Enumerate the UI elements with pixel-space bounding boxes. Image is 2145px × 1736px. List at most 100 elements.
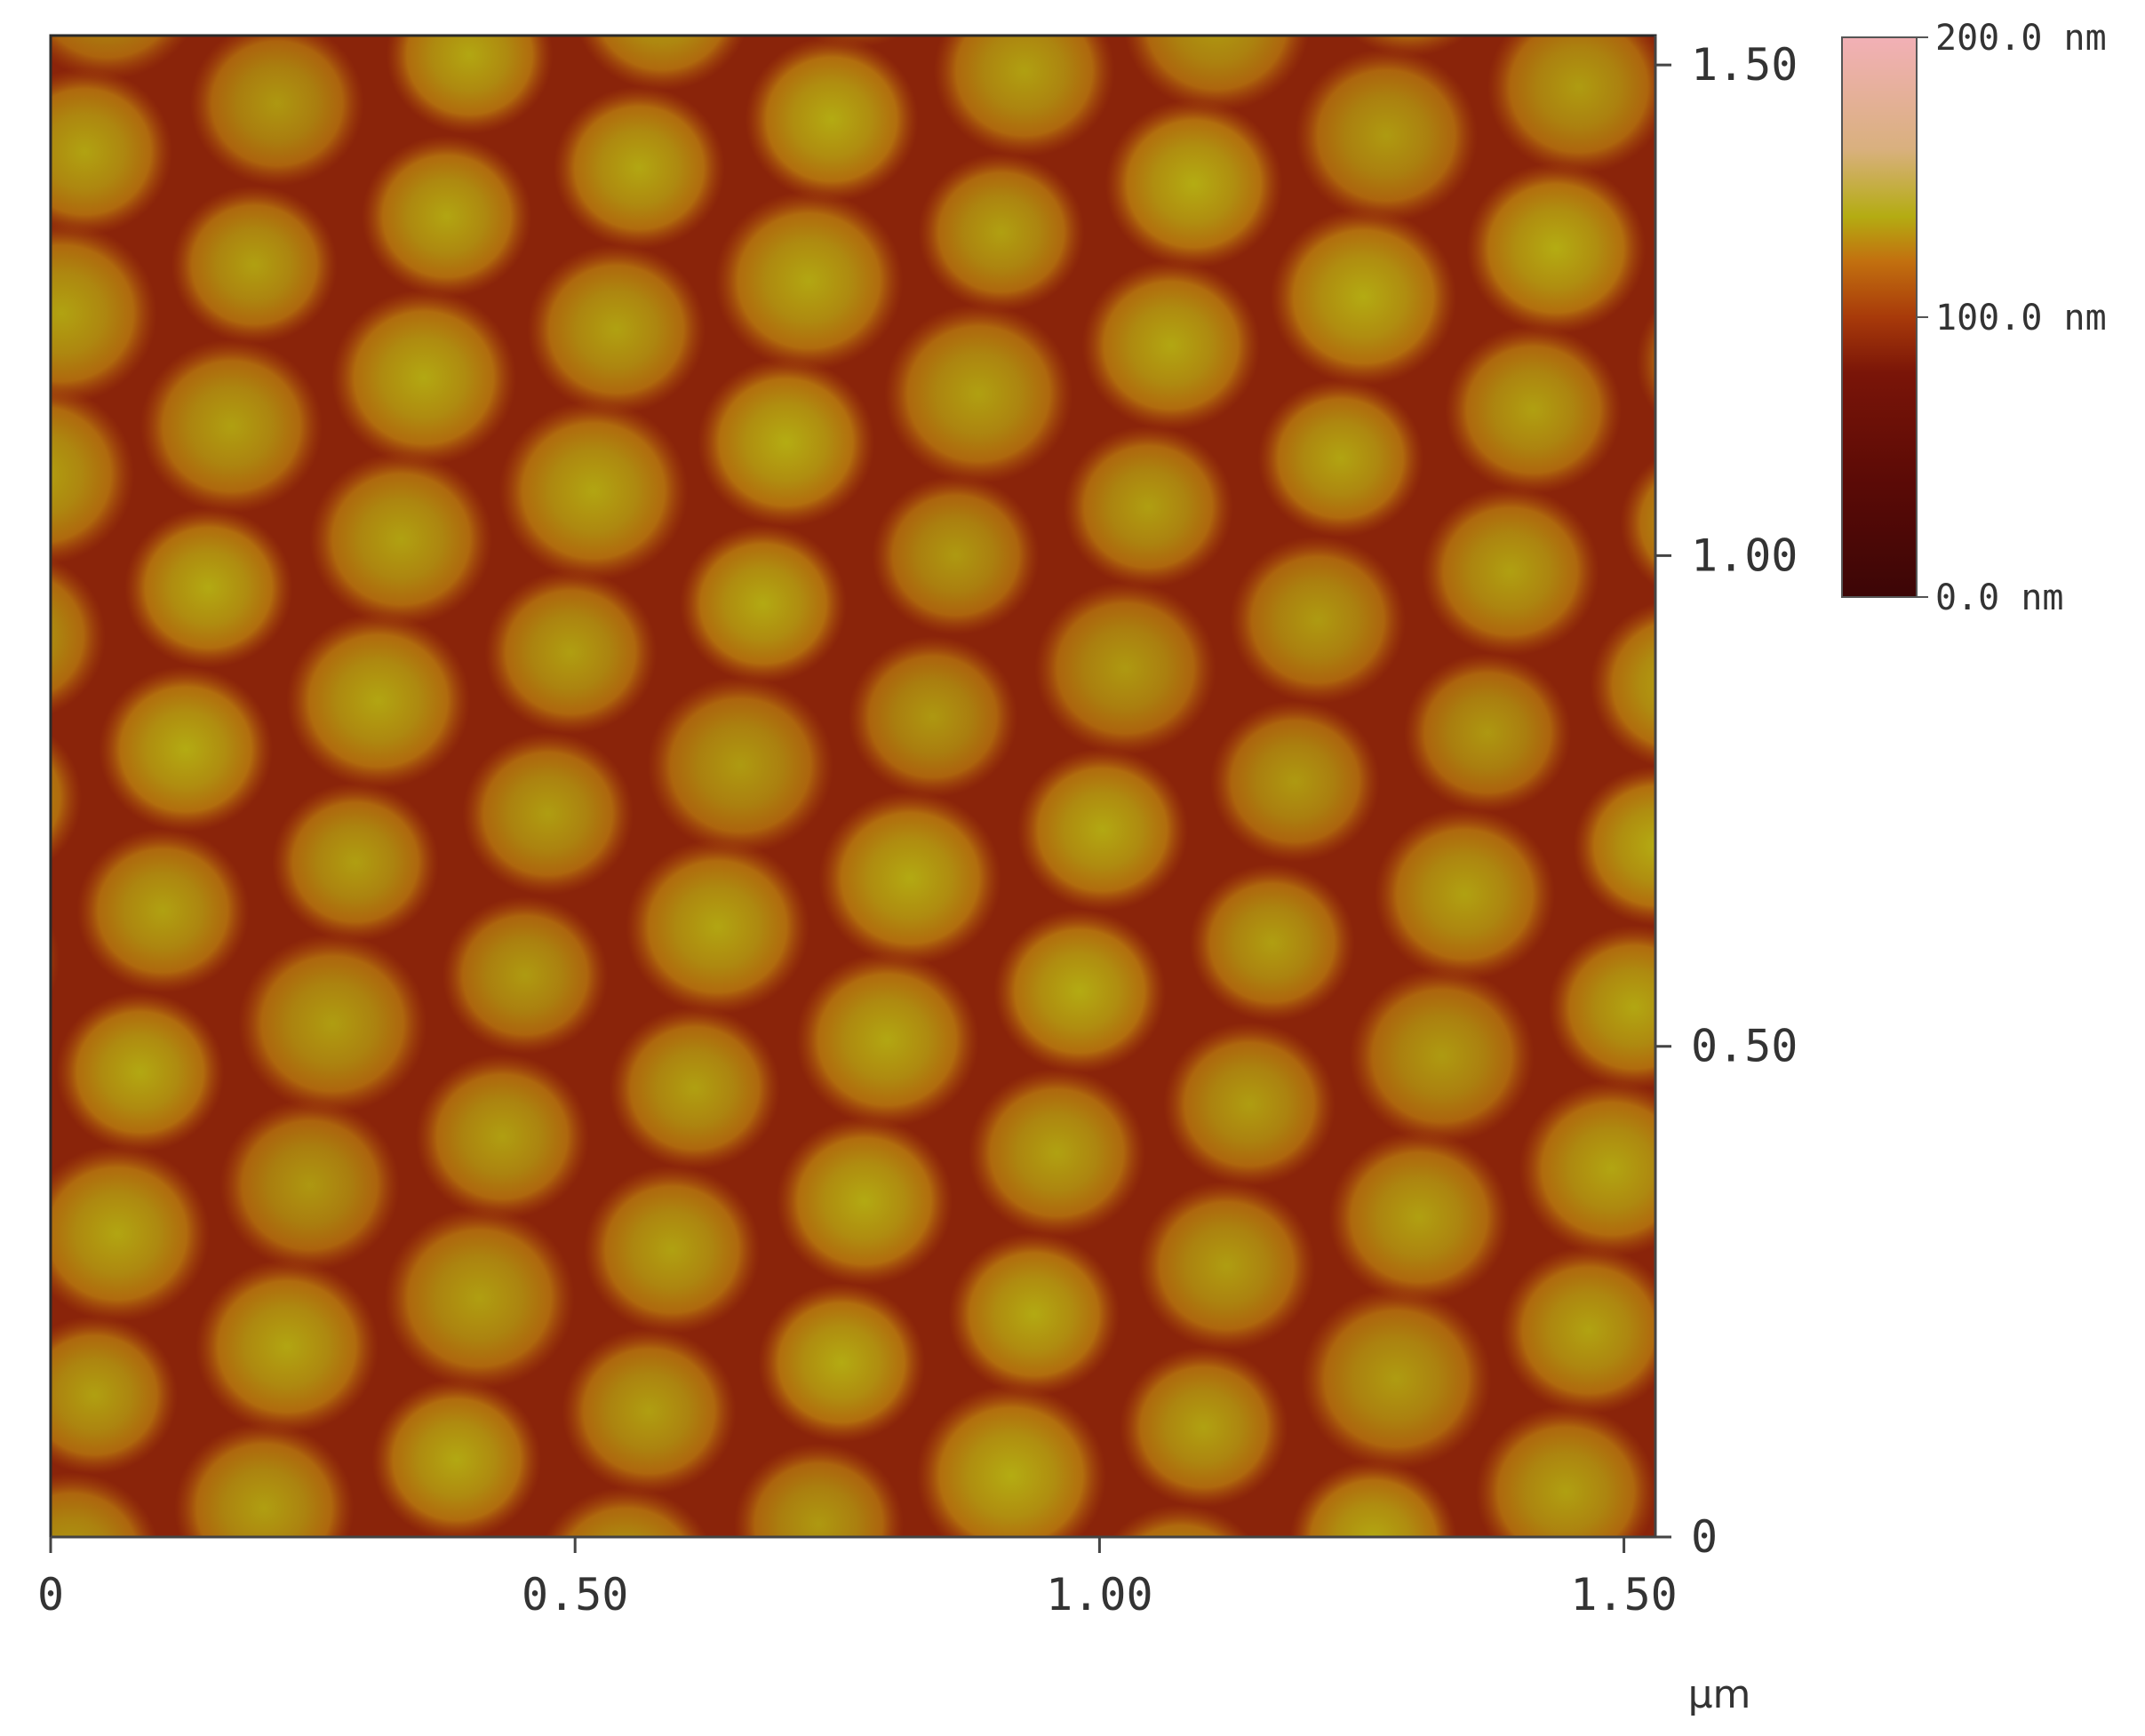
surface-dome	[1421, 486, 1599, 657]
y-axis: 0 0.50 1.00 1.50	[1654, 36, 1798, 1563]
y-tick-label: 0	[1691, 1511, 1718, 1563]
surface-dome	[1104, 99, 1283, 269]
surface-dome	[626, 839, 810, 1015]
surface-dome	[993, 909, 1167, 1074]
surface-dome	[1189, 864, 1355, 1022]
x-axis-unit-label: µm	[1688, 1672, 1751, 1717]
surface-dome	[933, 36, 1115, 157]
surface-dome	[51, 557, 106, 715]
surface-dome	[462, 732, 634, 896]
surface-dome	[647, 676, 833, 855]
surface-dome	[1507, 0, 1696, 15]
surface-dome	[1374, 808, 1556, 981]
surface-dome	[1301, 1287, 1492, 1469]
colorbar: 200.0 nm 100.0 nm 0.0 nm	[1841, 18, 2107, 618]
surface-dome	[1761, 713, 1938, 882]
surface-dome	[1017, 748, 1189, 912]
surface-dome	[1063, 426, 1233, 588]
surface-dome	[714, 191, 904, 371]
surface-dome	[55, 991, 225, 1153]
surface-dome	[968, 1068, 1146, 1238]
surface-dome	[1295, 48, 1478, 223]
surface-dome	[1487, 36, 1655, 174]
surface-dome	[1475, 1406, 1655, 1537]
surface-dome	[562, 1327, 737, 1494]
surface-dome	[578, 36, 746, 92]
surface-dome	[140, 339, 323, 514]
surface-dome	[189, 36, 364, 187]
surface-dome	[386, 36, 554, 135]
surface-dome	[553, 86, 725, 250]
surface-dome	[818, 791, 1001, 966]
surface-dome	[916, 1385, 1106, 1537]
surface-dome	[1163, 1022, 1336, 1187]
surface-dome	[1500, 1246, 1655, 1414]
surface-dome	[211, 0, 390, 28]
y-tick-label: 0.50	[1691, 1021, 1798, 1072]
surface-dome	[1328, 1131, 1510, 1304]
surface-dome	[174, 1422, 355, 1537]
surface-dome	[1519, 1080, 1655, 1257]
surface-dome	[51, 1472, 158, 1537]
surface-dome	[918, 153, 1085, 312]
surface-dome	[1672, 1361, 1845, 1525]
surface-dome	[1620, 458, 1655, 588]
surface-dome	[238, 934, 427, 1114]
surface-dome	[884, 304, 1073, 484]
surface-dome	[707, 1601, 885, 1736]
surface-dome	[948, 1232, 1120, 1397]
surface-dome	[1111, 1504, 1251, 1537]
surface-dome	[776, 1117, 953, 1286]
x-tick-label: 0	[37, 1569, 64, 1621]
surface-dome	[51, 222, 157, 404]
surface-dome	[442, 896, 609, 1055]
surface-dome	[415, 1054, 590, 1220]
surface-dome	[1548, 925, 1655, 1090]
surface-dome	[51, 1145, 211, 1322]
surface-dome	[0, 1631, 140, 1736]
surface-dome	[1289, 1461, 1457, 1537]
surface-dome	[1657, 114, 1839, 287]
surface-dome	[99, 666, 274, 832]
surface-dome	[1230, 536, 1407, 704]
colorbar-gradient	[1841, 36, 1918, 598]
surface-dome	[309, 452, 493, 626]
colorbar-label: 100.0 nm	[1935, 298, 2107, 338]
surface-dome	[1034, 581, 1216, 755]
surface-dome	[583, 1165, 761, 1334]
surface-dome	[484, 569, 658, 735]
surface-dome	[384, 1207, 575, 1390]
surface-dome	[1081, 260, 1261, 431]
height-map-domes	[0, 0, 1938, 1736]
height-map-area	[0, 0, 1938, 1736]
surface-dome	[1257, 378, 1424, 538]
surface-dome	[745, 36, 919, 203]
surface-dome	[331, 290, 517, 466]
y-tick-label: 1.50	[1691, 39, 1798, 91]
surface-dome	[171, 186, 338, 345]
surface-dome	[679, 524, 848, 684]
surface-dome	[195, 1259, 379, 1434]
surface-dome	[872, 475, 1040, 635]
surface-dome	[795, 952, 979, 1127]
surface-dome	[527, 244, 706, 415]
x-tick-label: 0.50	[522, 1569, 628, 1621]
surface-dome	[51, 384, 135, 565]
x-axis: 0 0.50 1.00 1.50 µm	[37, 1535, 1751, 1717]
surface-dome	[76, 828, 250, 993]
x-tick-label: 1.50	[1570, 1569, 1677, 1621]
surface-dome	[1590, 601, 1655, 767]
surface-dome	[1690, 1195, 1873, 1369]
colorbar-label: 200.0 nm	[1935, 18, 2107, 59]
surface-dome	[1636, 308, 1655, 415]
surface-dome	[410, 1533, 458, 1537]
surface-dome	[1403, 653, 1572, 813]
surface-dome	[848, 635, 1018, 798]
surface-dome	[272, 783, 439, 942]
surface-dome	[1444, 325, 1622, 495]
surface-dome	[1210, 700, 1380, 863]
surface-dome	[124, 507, 293, 668]
surface-dome	[51, 36, 188, 80]
surface-dome	[0, 1191, 20, 1372]
surface-dome	[498, 401, 689, 581]
